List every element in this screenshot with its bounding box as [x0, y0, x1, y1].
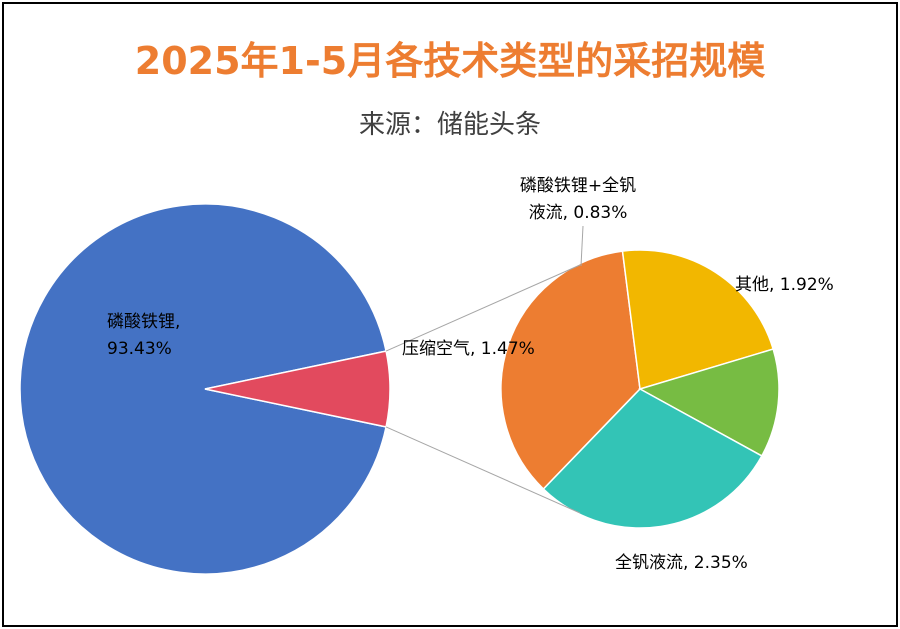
connector-line-bottom [385, 426, 581, 514]
slice-breakout-vrfb [500, 250, 641, 491]
data-label-lfp-vrfb-line1: 磷酸铁锂+全钒 [520, 176, 636, 196]
data-label-lfp-vrfb-line2: 液流, 0.83% [529, 203, 628, 223]
connector-line-top [385, 264, 581, 352]
data-label-vrfb: 全钒液流, 2.35% [615, 553, 748, 573]
slice-breakout-caes [621, 249, 775, 390]
data-label-other: 其他, 1.92% [735, 275, 834, 295]
chart-title: 2025年1-5月各技术类型的采招规模 [134, 39, 766, 83]
leader-line-lfp-vrfb [580, 225, 584, 267]
data-label-main-lfp-value: 93.43% [107, 339, 172, 359]
slice-main-lfp [19, 203, 387, 575]
data-label-caes: 压缩空气, 1.47% [402, 339, 535, 359]
slice-main-other [204, 350, 391, 428]
data-label-main-lfp-name: 磷酸铁锂, [107, 312, 180, 332]
chart-subtitle: 来源：储能头条 [358, 110, 541, 140]
slice-breakout-lfp-vrfb [638, 348, 780, 457]
